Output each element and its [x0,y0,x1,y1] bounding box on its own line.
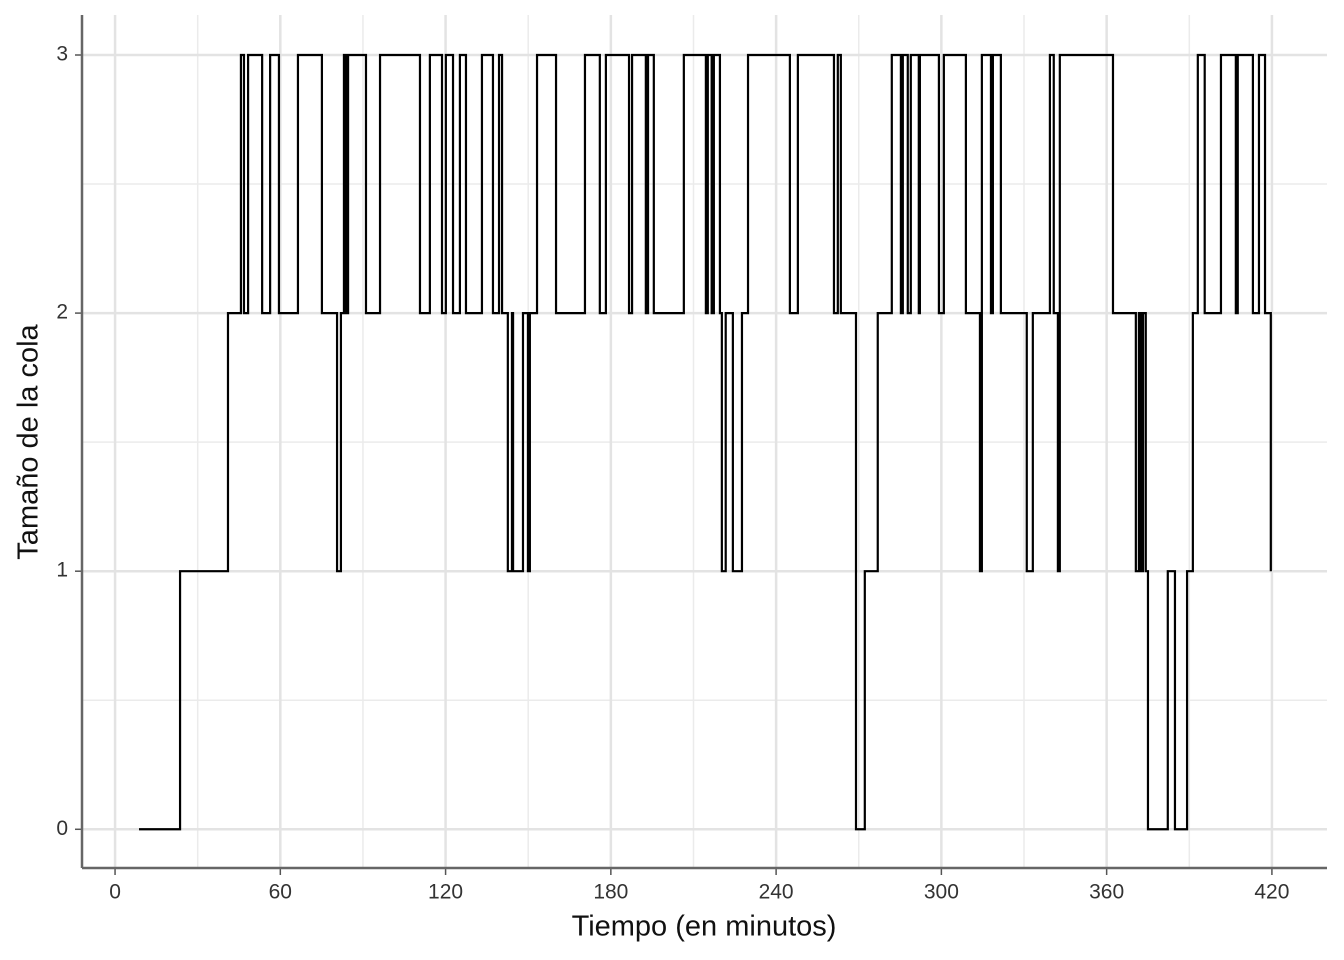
x-tick-label: 0 [109,881,121,904]
y-tick-label: 0 [56,817,68,840]
y-tick-label: 1 [56,559,68,582]
y-axis-title: Tamaño de la cola [13,323,45,559]
x-tick-label: 300 [924,881,959,904]
y-tick-label: 2 [56,301,68,324]
step-line [139,53,1272,831]
x-tick-label: 420 [1254,881,1289,904]
x-tick-label: 360 [1089,881,1124,904]
x-tick-label: 60 [269,881,292,904]
y-tick-label: 3 [56,43,68,66]
x-tick-label: 180 [593,881,628,904]
x-tick-label: 120 [428,881,463,904]
x-axis-title: Tiempo (en minutos) [572,911,837,943]
x-tick-label: 240 [759,881,794,904]
